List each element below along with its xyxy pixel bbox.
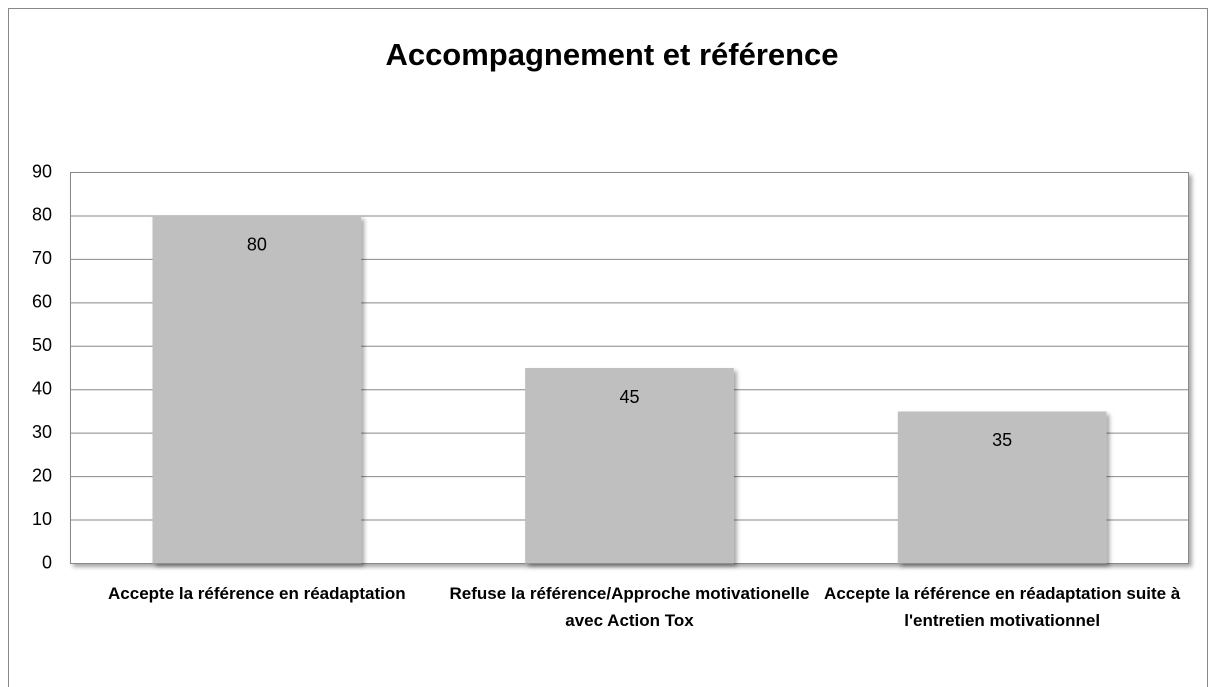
y-tick-label: 40 [32,378,52,398]
bar [152,215,362,564]
y-tick-label: 20 [32,465,52,485]
bar [525,368,734,564]
data-label: 80 [247,235,267,255]
x-tick-label: Accepte la référence en réadaptation [108,584,406,603]
y-tick-label: 0 [42,552,52,572]
x-tick-label: Accepte la référence en réadaptation sui… [824,584,1181,630]
bar [897,411,1107,564]
y-tick-label: 90 [32,161,52,181]
x-tick-label: Refuse la référence/Approche motivatione… [449,584,810,630]
data-label: 35 [992,430,1012,450]
chart-title: Accompagnement et référence [385,37,838,72]
y-tick-label: 50 [32,335,52,355]
y-tick-label: 10 [32,509,52,529]
y-tick-label: 30 [32,422,52,442]
data-label: 45 [619,387,639,407]
y-tick-label: 60 [32,292,52,312]
y-tick-label: 70 [32,248,52,268]
y-tick-label: 80 [32,205,52,225]
